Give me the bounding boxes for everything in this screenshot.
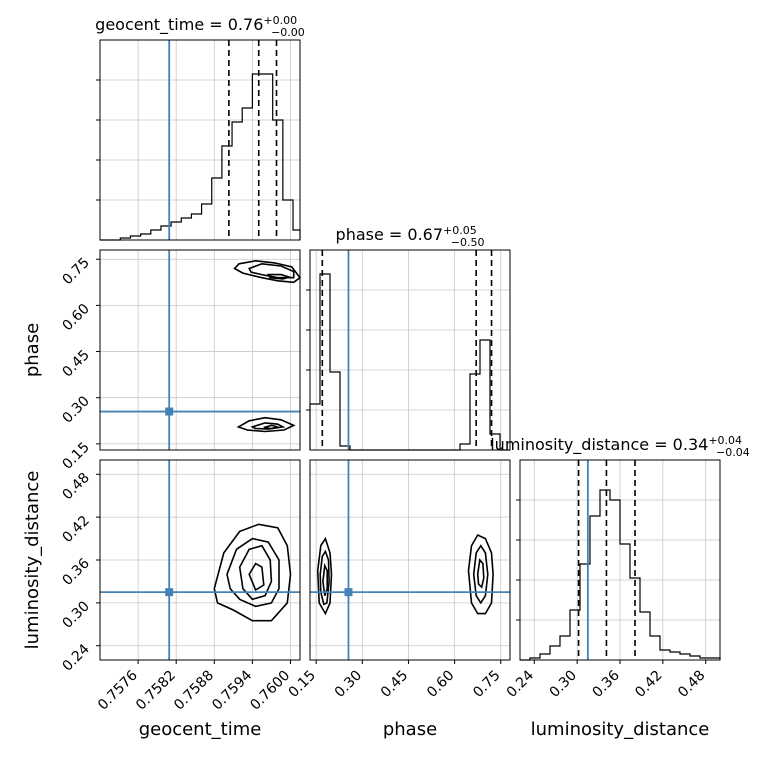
x-tick-label: 0.60 — [424, 668, 457, 701]
hist-panel-geocent_time: geocent_time = 0.76+0.00 −0.00 — [95, 14, 305, 241]
hist-panel-luminosity_distance: luminosity_distance = 0.34+0.04 −0.04 — [490, 434, 750, 661]
contour-level — [248, 562, 265, 592]
contour-level — [266, 273, 293, 280]
y-tick-label: 0.42 — [59, 513, 92, 546]
x-tick-label: 0.75 — [470, 668, 503, 701]
contour-level — [467, 533, 494, 615]
x-tick-label: 0.24 — [504, 667, 537, 700]
x-tick-label: 0.48 — [675, 668, 708, 701]
x-axis-label: phase — [383, 719, 437, 740]
x-tick-label: 0.15 — [286, 668, 319, 701]
contour-level — [263, 424, 278, 430]
panel-title: phase = 0.67+0.05 −0.50 — [336, 224, 485, 249]
contour-level — [316, 536, 333, 616]
panel-title-plus: +0.04 — [708, 434, 742, 447]
panel-title-minus: −0.04 — [716, 446, 750, 459]
contour-level — [319, 549, 330, 606]
x-tick-label: 0.7582 — [133, 668, 179, 714]
panel-title: geocent_time = 0.76+0.00 −0.00 — [95, 14, 305, 39]
y-tick-label: 0.45 — [59, 347, 92, 380]
panel-title-text: phase = 0.67 — [336, 225, 443, 244]
x-tick-label: 0.7588 — [171, 668, 217, 714]
grid-lines — [520, 460, 720, 660]
grid-lines — [100, 460, 300, 660]
y-tick-label: 0.15 — [59, 439, 92, 472]
pair-panel-phase-luminosity_distance — [309, 459, 511, 661]
pair-panel-geocent_time-luminosity_distance — [99, 459, 301, 661]
contour-level — [472, 544, 489, 605]
y-axis-label: luminosity_distance — [22, 471, 43, 650]
panel-title-minus: −0.50 — [451, 236, 485, 249]
x-tick-label: 0.7594 — [209, 667, 255, 713]
grid-lines — [100, 250, 300, 450]
contour-level — [233, 259, 302, 284]
panel-title-plus: +0.00 — [263, 14, 297, 27]
panel-title: luminosity_distance = 0.34+0.04 −0.04 — [490, 434, 750, 459]
y-tick-label: 0.48 — [59, 470, 92, 503]
contour-level — [322, 562, 329, 596]
x-axis-label: luminosity_distance — [531, 719, 710, 740]
contour-level — [236, 416, 296, 433]
y-axis-label: phase — [22, 323, 43, 377]
panel-title-minus: −0.00 — [271, 26, 305, 39]
truth-marker — [165, 588, 174, 597]
x-tick-label: 0.7576 — [95, 667, 141, 713]
hist-panel-phase: phase = 0.67+0.05 −0.50 — [306, 224, 511, 451]
panel-title-text: geocent_time = 0.76 — [95, 15, 263, 35]
histogram-luminosity_distance — [520, 489, 721, 661]
contour-level — [213, 523, 292, 622]
panel-frame — [99, 249, 301, 451]
contour-level — [476, 558, 485, 589]
panel-frame — [309, 459, 511, 661]
x-tick-label: 0.36 — [589, 667, 622, 700]
y-tick-label: 0.60 — [59, 301, 92, 334]
y-tick-label: 0.24 — [59, 641, 92, 674]
histogram-phase — [309, 273, 510, 451]
y-tick-label: 0.36 — [59, 555, 92, 588]
x-tick-label: 0.42 — [632, 668, 665, 701]
panel-title-plus: +0.05 — [443, 224, 477, 237]
y-tick-label: 0.30 — [59, 393, 92, 426]
contour-level — [226, 537, 280, 608]
truth-marker — [165, 407, 174, 416]
panel-frame — [309, 249, 511, 451]
pair-panel-geocent_time-phase — [99, 249, 302, 451]
x-tick-label: 0.30 — [547, 668, 580, 701]
panel-frame — [99, 39, 301, 241]
x-axis-label: geocent_time — [139, 719, 262, 740]
x-tick-label: 0.30 — [332, 668, 365, 701]
histogram-geocent_time — [100, 73, 301, 241]
contour-level — [250, 422, 286, 430]
y-tick-label: 0.30 — [59, 598, 92, 631]
grid-lines — [100, 40, 300, 240]
panel-title-text: luminosity_distance = 0.34 — [490, 435, 708, 455]
grid-lines — [310, 460, 510, 660]
contour-level — [248, 262, 295, 279]
y-tick-label: 0.75 — [59, 255, 92, 288]
truth-marker — [344, 588, 353, 597]
x-tick-label: 0.45 — [378, 668, 411, 701]
